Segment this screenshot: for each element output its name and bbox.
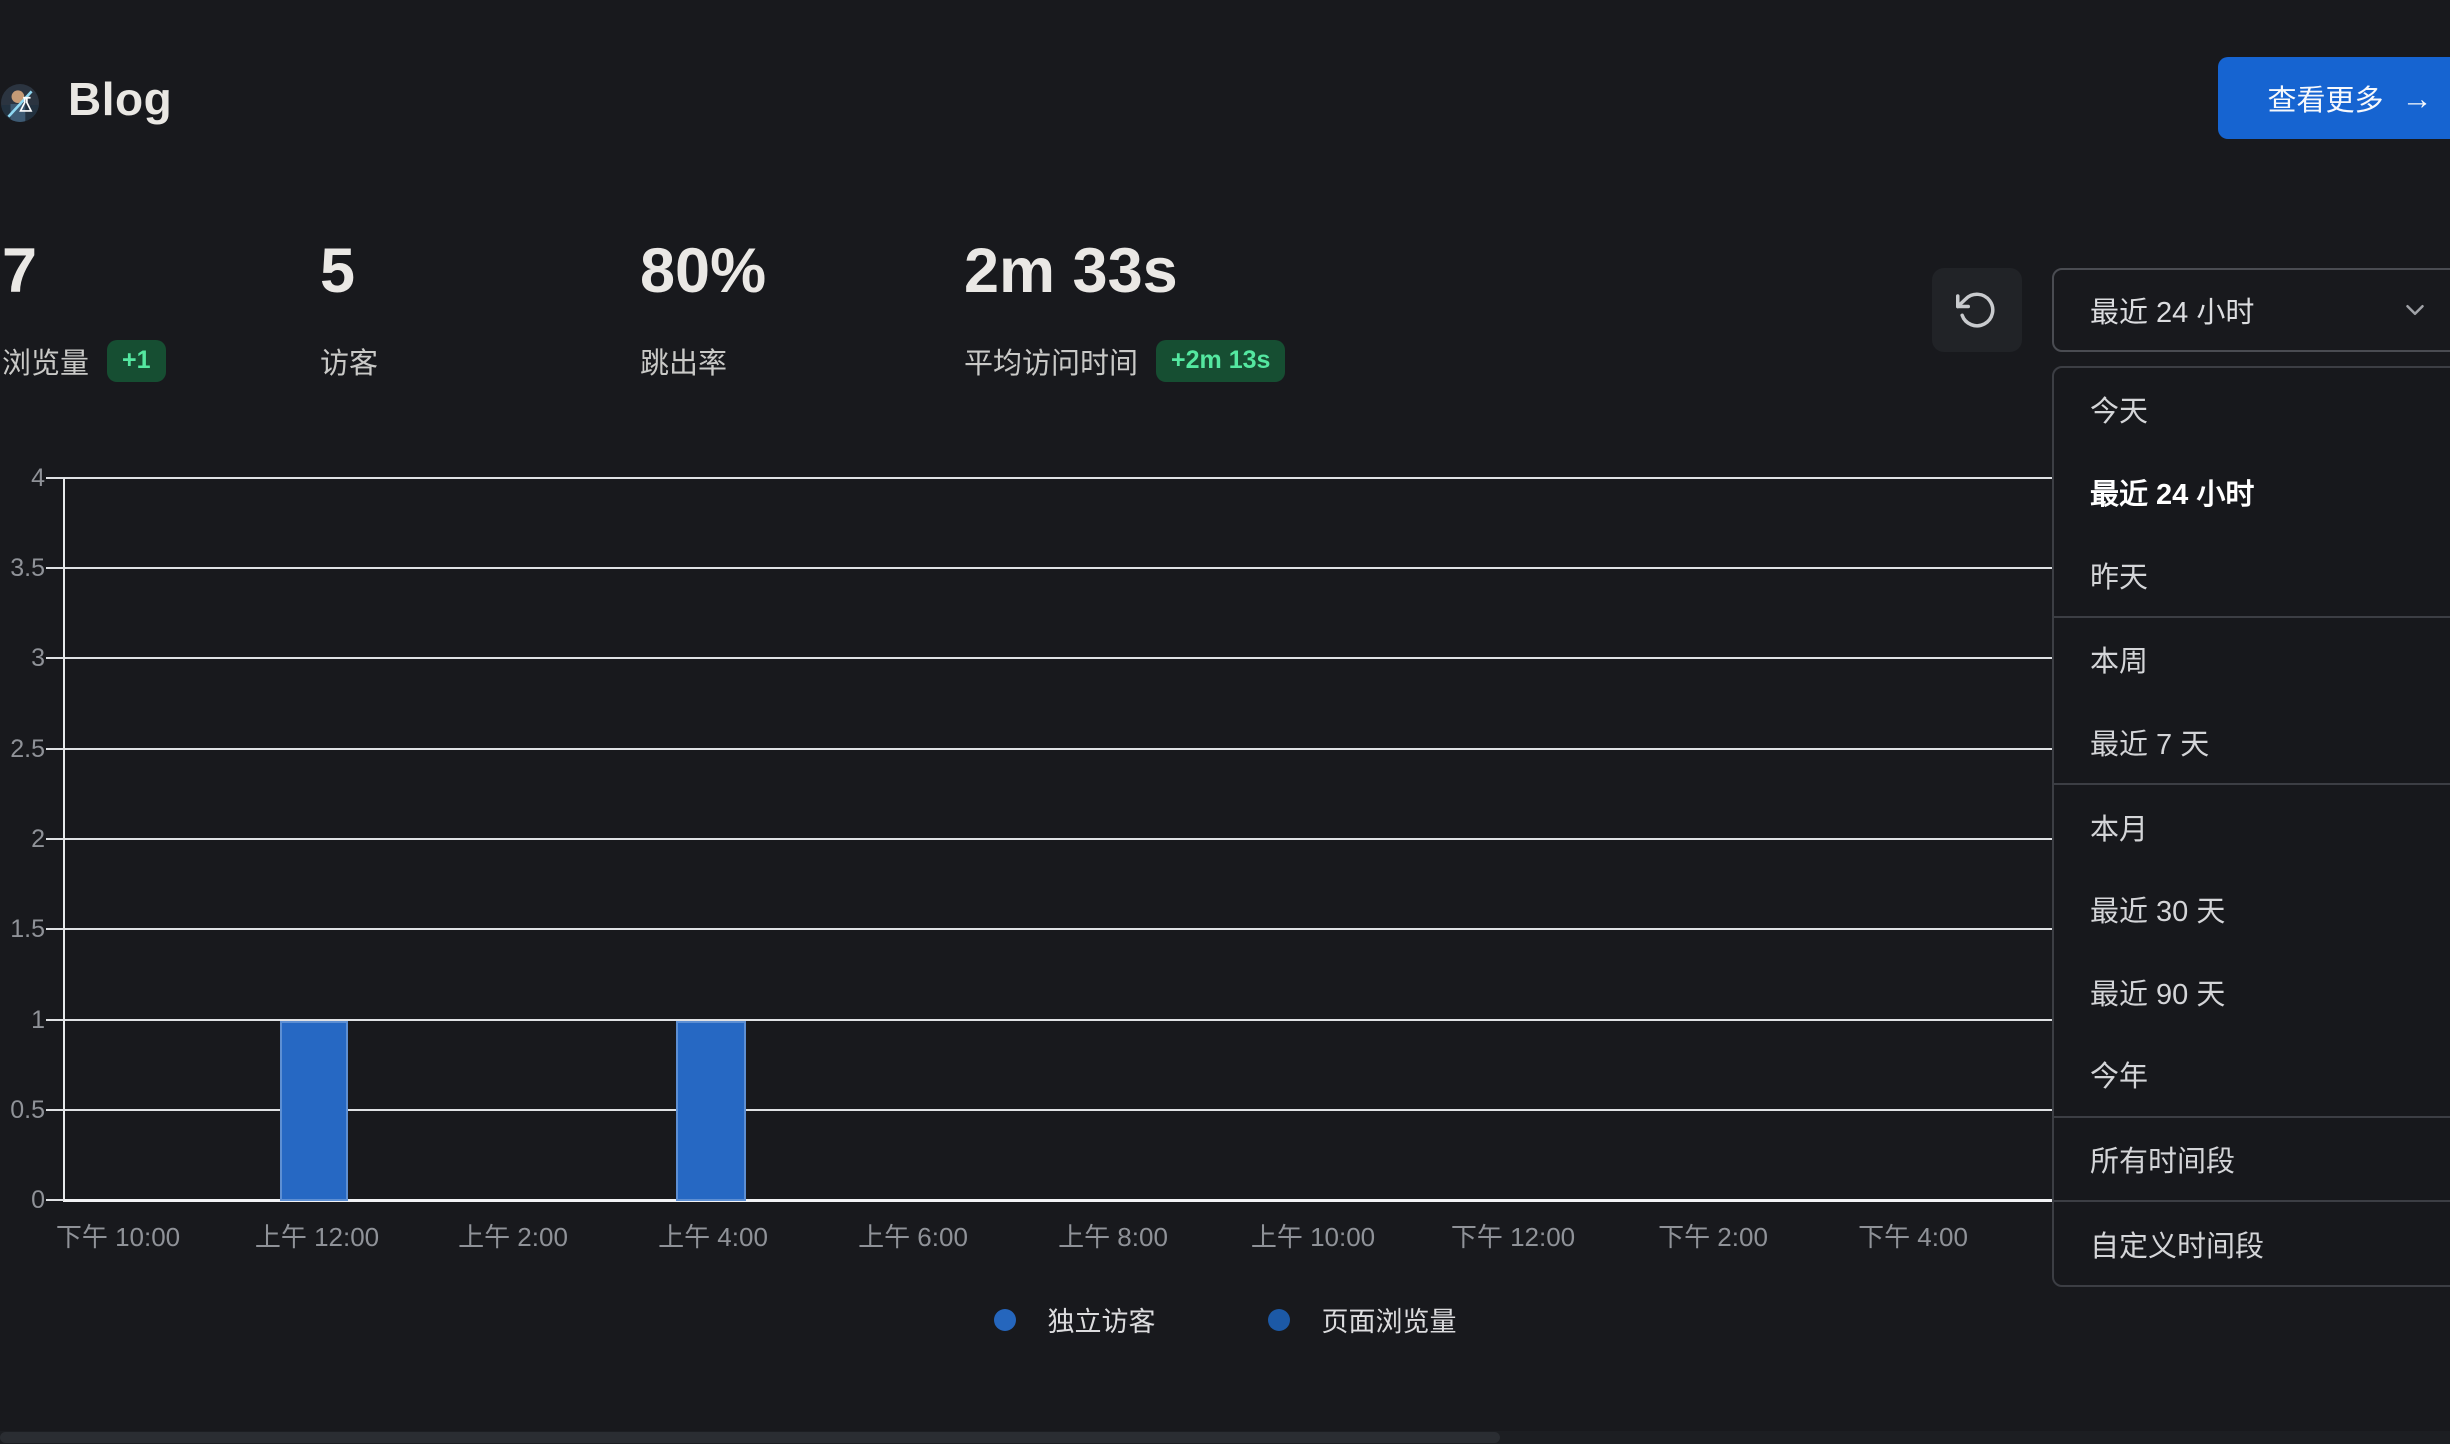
y-tick-label: 4	[31, 464, 45, 492]
gridline	[64, 657, 2450, 659]
x-tick-label: 下午 4:00	[1858, 1222, 1968, 1252]
horizontal-scrollbar-thumb[interactable]	[0, 1432, 1500, 1443]
stat-pageviews-value: 7	[2, 236, 38, 306]
page-title: Blog	[68, 73, 173, 125]
gridline	[64, 928, 2450, 930]
menu-item-last-24-hours[interactable]: 最近 24 小时	[2090, 478, 2255, 511]
menu-divider	[2054, 783, 2450, 786]
stat-avg-visit-time: 2m 33s 平均访问时间 +2m 13s	[964, 236, 1286, 382]
stat-pageviews-change-badge: +1	[107, 340, 166, 382]
menu-item-today[interactable]: 今天	[2090, 396, 2149, 429]
menu-item-custom-range[interactable]: 自定义时间段	[2090, 1230, 2265, 1263]
menu-item-this-month[interactable]: 本月	[2090, 813, 2149, 846]
y-tick	[46, 838, 64, 840]
x-tick-label: 下午 10:00	[55, 1222, 181, 1252]
stat-visitors: 5 访客	[320, 238, 378, 382]
y-tick	[46, 748, 64, 750]
menu-item-this-year[interactable]: 今年	[2090, 1061, 2149, 1094]
y-tick-label: 1.5	[10, 915, 45, 943]
y-tick-label: 1	[31, 1006, 45, 1034]
site-favicon-icon	[1, 84, 39, 122]
legend-label: 独立访客	[1047, 1307, 1156, 1337]
y-tick	[46, 1019, 64, 1021]
y-tick-label: 0.5	[10, 1096, 45, 1124]
gridline	[64, 838, 2450, 840]
y-tick-label: 0	[31, 1186, 45, 1214]
menu-item-this-week[interactable]: 本周	[2090, 646, 2149, 679]
y-tick	[46, 477, 64, 479]
rotate-ccw-icon	[1956, 292, 1995, 328]
date-range-select[interactable]: 最近 24 小时	[2052, 268, 2450, 352]
menu-item-all-time[interactable]: 所有时间段	[2090, 1146, 2236, 1179]
y-tick	[46, 567, 64, 569]
menu-item-last-90-days[interactable]: 最近 90 天	[2090, 978, 2226, 1011]
legend-dot-icon	[1267, 1308, 1290, 1331]
menu-divider	[2054, 1115, 2450, 1118]
legend-item-pageviews[interactable]: 页面浏览量	[1267, 1300, 1457, 1339]
y-tick-label: 2.5	[10, 735, 45, 763]
menu-item-last-30-days[interactable]: 最近 30 天	[2090, 896, 2226, 929]
menu-item-yesterday[interactable]: 昨天	[2090, 561, 2149, 594]
chevron-down-icon	[2406, 305, 2424, 315]
legend-dot-icon	[993, 1308, 1016, 1331]
stat-visitors-label: 访客	[320, 348, 379, 381]
refresh-button[interactable]	[1932, 268, 2022, 352]
stat-avg-visit-time-change-badge: +2m 13s	[1156, 340, 1286, 382]
horizontal-scrollbar[interactable]	[0, 1431, 2450, 1444]
y-tick-label: 3.5	[10, 554, 45, 582]
menu-divider	[2054, 1200, 2450, 1203]
bar-12am	[280, 1021, 348, 1201]
arrow-right-icon: →	[2401, 80, 2433, 116]
view-more-label: 查看更多	[2267, 85, 2384, 117]
date-range-value: 最近 24 小时	[2090, 297, 2255, 329]
stat-visitors-value: 5	[320, 236, 356, 306]
menu-divider	[2054, 615, 2450, 618]
x-tick-label: 上午 4:00	[658, 1222, 768, 1252]
stat-pageviews: 7 浏览量 +1	[2, 238, 166, 382]
x-tick-label: 下午 2:00	[1658, 1222, 1768, 1252]
x-tick-label: 上午 12:00	[254, 1222, 380, 1252]
x-tick-label: 上午 2:00	[458, 1222, 568, 1252]
gridline	[64, 1019, 2450, 1021]
x-tick-label: 上午 8:00	[1058, 1222, 1168, 1252]
stat-avg-visit-time-label: 平均访问时间	[964, 348, 1139, 381]
chart-legend: 独立访客 页面浏览量	[0, 1300, 2450, 1339]
y-tick-label: 2	[31, 825, 45, 853]
x-tick-label: 下午 12:00	[1450, 1222, 1576, 1252]
gridline	[64, 748, 2450, 750]
menu-item-last-7-days[interactable]: 最近 7 天	[2090, 728, 2210, 761]
view-more-button[interactable]: 查看更多 →	[2218, 57, 2450, 139]
y-tick	[46, 928, 64, 930]
date-range-menu: 今天 最近 24 小时 昨天 本周 最近 7 天 本月 最近 30 天 最近 9…	[2052, 366, 2450, 1287]
legend-item-unique-visitors[interactable]: 独立访客	[993, 1300, 1156, 1339]
stat-bounce-rate-label: 跳出率	[640, 348, 728, 381]
y-tick	[46, 657, 64, 659]
gridline	[64, 477, 2450, 479]
y-tick	[46, 1109, 64, 1111]
stat-bounce-rate: 80% 跳出率	[640, 238, 766, 382]
gridline	[64, 1109, 2450, 1111]
stat-pageviews-label: 浏览量	[2, 348, 90, 381]
y-tick-label: 3	[31, 644, 45, 672]
legend-label: 页面浏览量	[1321, 1307, 1457, 1337]
y-axis-line	[63, 478, 65, 1202]
x-tick-label: 上午 10:00	[1250, 1222, 1376, 1252]
x-tick-label: 上午 6:00	[858, 1222, 968, 1252]
stat-avg-visit-time-value: 2m 33s	[964, 236, 1178, 306]
stat-bounce-rate-value: 80%	[640, 236, 767, 306]
bar-4am	[676, 1021, 746, 1201]
x-axis-line	[63, 1199, 2450, 1202]
gridline	[64, 567, 2450, 569]
y-tick	[46, 1199, 64, 1201]
